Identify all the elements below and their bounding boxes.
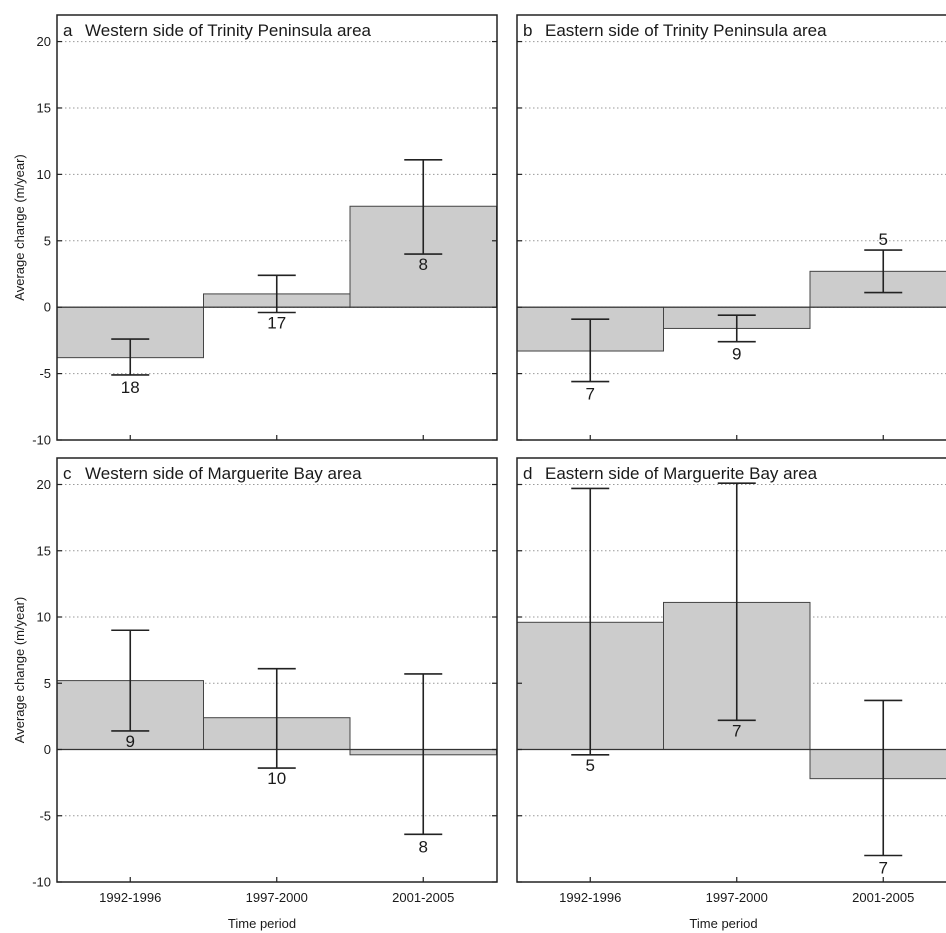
x-tick-label: 2001-2005: [852, 890, 914, 905]
sample-size-label: 7: [732, 721, 741, 740]
sample-size-label: 7: [879, 859, 888, 878]
panel-title: Eastern side of Marguerite Bay area: [545, 464, 818, 483]
sample-size-label: 9: [126, 732, 135, 751]
panel-title: Eastern side of Trinity Peninsula area: [545, 21, 827, 40]
chart-panel-d: 5 7 7 1992-1996 1997-2000 2001-2005 d Eastern s…: [516, 457, 946, 931]
panel-letter: d: [523, 464, 532, 483]
panel-letter: a: [63, 21, 73, 40]
y-tick-label: 10: [37, 167, 51, 182]
sample-size-label: 10: [267, 769, 286, 788]
chart-panel-a: 18 17 8 -10 -5 0 5 10 15 20 a Western side of Trini…: [12, 14, 498, 448]
y-axis-title: Average change (m/year): [12, 597, 27, 743]
y-tick-label: 5: [44, 676, 51, 691]
x-tick-label: 1992-1996: [559, 890, 621, 905]
sample-size-label: 18: [121, 378, 140, 397]
x-tick-label: 2001-2005: [392, 890, 454, 905]
x-axis-title: Time period: [689, 916, 757, 931]
x-tick-label: 1992-1996: [99, 890, 161, 905]
y-tick-label: 20: [37, 34, 51, 49]
y-tick-label: 5: [44, 233, 51, 248]
y-tick-label: 10: [37, 610, 51, 625]
bar: [809, 270, 946, 308]
panel-letter: b: [523, 21, 532, 40]
panel-frame: [516, 457, 946, 883]
panel-title: Western side of Marguerite Bay area: [85, 464, 362, 483]
sample-size-label: 7: [586, 385, 595, 404]
y-tick-label: -10: [32, 433, 51, 448]
sample-size-label: 17: [267, 314, 286, 333]
chart-panel-b: 7 9 5 b Eastern side of Trinity Peninsula ar…: [516, 14, 946, 441]
y-axis-title: Average change (m/year): [12, 154, 27, 300]
panel-letter: c: [63, 464, 72, 483]
y-tick-label: 15: [37, 100, 51, 115]
sample-size-label: 5: [879, 230, 888, 249]
y-tick-label: 20: [37, 477, 51, 492]
y-tick-label: -5: [39, 808, 51, 823]
sample-size-label: 9: [732, 345, 741, 364]
sample-size-label: 8: [419, 837, 428, 856]
y-tick-label: 15: [37, 543, 51, 558]
sample-size-label: 8: [419, 255, 428, 274]
y-tick-label: -5: [39, 366, 51, 381]
x-tick-label: 1997-2000: [246, 890, 308, 905]
y-tick-label: -10: [32, 875, 51, 890]
panel-title: Western side of Trinity Peninsula area: [85, 21, 372, 40]
chart-panel-c: 9 10 8 -10 -5 0 5 10 15 20 1992-1996 1997-2000 2001-…: [12, 457, 498, 931]
x-axis-title: Time period: [228, 916, 296, 931]
y-tick-label: 0: [44, 300, 51, 315]
y-tick-label: 0: [44, 742, 51, 757]
x-tick-label: 1997-2000: [706, 890, 768, 905]
panel-frame: [516, 14, 946, 441]
sample-size-label: 5: [586, 756, 595, 775]
bar: [809, 749, 946, 780]
